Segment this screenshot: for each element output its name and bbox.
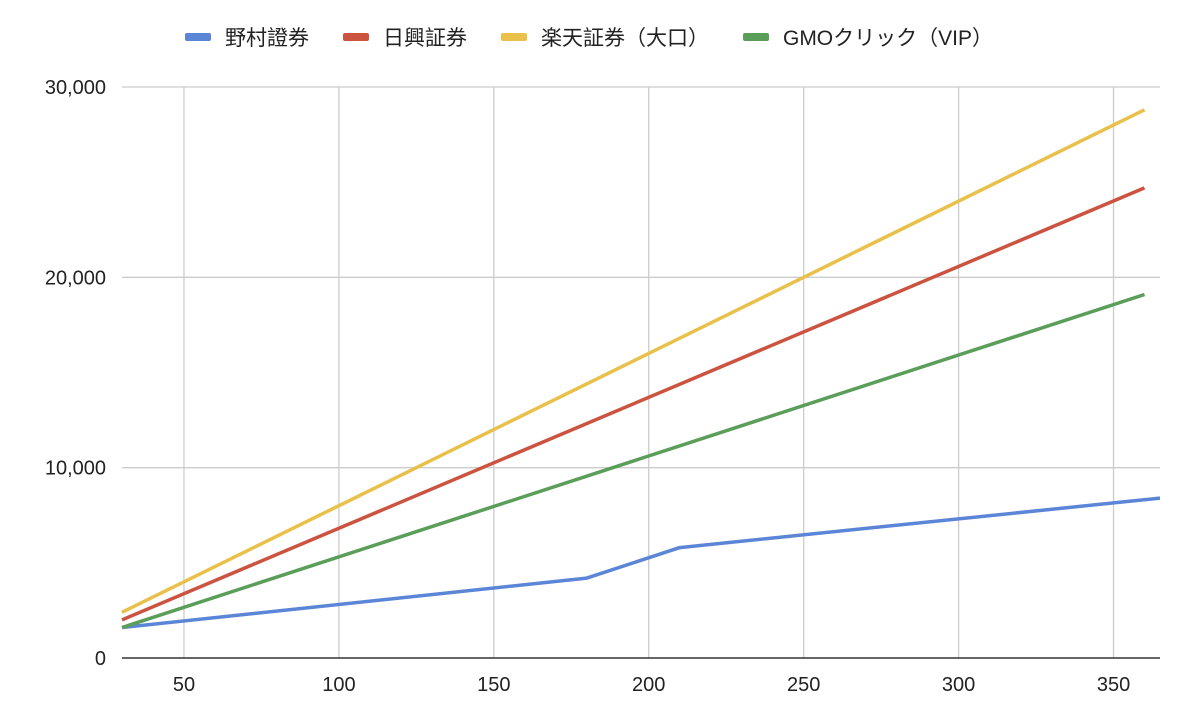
- y-tick-label: 10,000: [45, 458, 106, 480]
- legend-label-gmo: GMOクリック（VIP）: [782, 27, 993, 50]
- x-axis-ticks: 50 100 150 200 250 300 350: [173, 674, 1130, 696]
- legend-swatch-nomura: [184, 33, 211, 41]
- x-tick-label: 250: [787, 674, 820, 696]
- legend-label-nikko: 日興証券: [382, 27, 467, 50]
- legend-item-gmo[interactable]: GMOクリック（VIP）: [742, 22, 993, 52]
- legend-item-rakuten[interactable]: 楽天証券（大口）: [500, 22, 709, 52]
- legend-swatch-nikko: [342, 33, 369, 41]
- legend-swatch-gmo: [742, 33, 769, 41]
- x-tick-label: 350: [1097, 674, 1130, 696]
- legend-item-nomura[interactable]: 野村證券: [184, 22, 309, 52]
- y-tick-label: 30,000: [45, 77, 106, 99]
- legend-item-nikko[interactable]: 日興証券: [342, 22, 467, 52]
- series-line-gmo: [121, 292, 1146, 630]
- gridlines: [122, 86, 1160, 658]
- x-tick-label: 150: [477, 674, 510, 696]
- y-axis-ticks: 0 10,000 20,000 30,000: [45, 77, 106, 670]
- x-tick-label: 300: [942, 674, 975, 696]
- series-line-rakuten: [121, 108, 1146, 614]
- legend-swatch-rakuten: [500, 33, 527, 41]
- series-line-nikko: [121, 186, 1146, 622]
- legend-label-rakuten: 楽天証券（大口）: [540, 27, 709, 50]
- legend: 野村證券 日興証券 楽天証券（大口） GMOクリック（VIP）: [0, 22, 1178, 52]
- series-line-nomura: [121, 496, 1161, 630]
- x-tick-label: 50: [173, 674, 195, 696]
- series-lines: [121, 108, 1161, 630]
- x-tick-label: 200: [632, 674, 665, 696]
- y-tick-label: 20,000: [45, 267, 106, 289]
- legend-label-nomura: 野村證券: [224, 27, 309, 50]
- x-tick-label: 100: [322, 674, 355, 696]
- y-tick-label: 0: [95, 648, 106, 670]
